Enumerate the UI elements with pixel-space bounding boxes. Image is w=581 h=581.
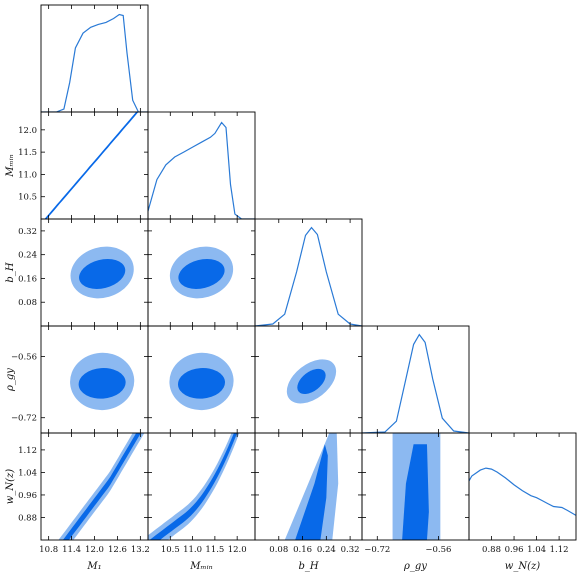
marginal-bH — [255, 226, 362, 326]
x-tick-label: 0.88 — [482, 545, 501, 555]
x-axis-label-wN: w_N(z) — [505, 561, 540, 572]
x-tick-label: 12.0 — [228, 545, 247, 555]
contour-inner-bH-wN — [295, 444, 328, 540]
y-tick-label: −0.56 — [11, 353, 37, 363]
y-tick-label: 0.88 — [18, 513, 37, 523]
x-tick-label: 10.8 — [39, 545, 58, 555]
x-tick-label: 0.32 — [341, 545, 360, 555]
y-tick-label: 1.12 — [18, 446, 37, 456]
x-tick-label: 0.16 — [293, 545, 312, 555]
x-tick-label: 0.08 — [269, 545, 288, 555]
contour-inner-M1-bH — [79, 259, 126, 289]
y-axis-label-rho: ρ_gy — [5, 368, 16, 392]
y-tick-label: 11.5 — [18, 148, 37, 158]
x-tick-label: 1.12 — [550, 545, 569, 555]
contour-inner-bH-rho — [297, 368, 326, 394]
x-axis-label-bH: b_H — [298, 561, 318, 572]
x-tick-label: −0.56 — [425, 545, 451, 555]
x-tick-label: 11.5 — [205, 545, 224, 555]
y-tick-label: 0.08 — [18, 298, 37, 308]
x-tick-label: 1.04 — [527, 545, 546, 555]
marginal-M1 — [41, 13, 148, 112]
y-tick-label: 12.0 — [18, 126, 37, 136]
x-tick-label: 0.24 — [317, 545, 336, 555]
y-tick-label: 11.0 — [18, 170, 37, 180]
y-axis-label-bH: b_H — [5, 262, 16, 282]
x-axis-label-Mmin: Mₘᵢₙ — [189, 561, 212, 572]
x-tick-label: 12.6 — [108, 545, 127, 555]
panel-frame — [468, 432, 577, 541]
marginal-wN — [469, 467, 576, 516]
x-axis-label-M1: M₁ — [86, 561, 101, 572]
y-tick-label: −0.72 — [11, 414, 37, 424]
x-tick-label: 13.2 — [131, 545, 150, 555]
contour-inner-M1-rho — [78, 367, 126, 399]
x-tick-label: 0.96 — [505, 545, 524, 555]
contour-M1-Mmin — [44, 112, 139, 219]
y-tick-label: 1.04 — [18, 468, 37, 478]
x-tick-label: 11.4 — [62, 545, 81, 555]
contour-inner-M1-wN — [62, 433, 141, 540]
y-tick-label: 0.24 — [18, 251, 37, 261]
marginal-Mmin — [148, 121, 255, 219]
y-tick-label: 10.5 — [18, 193, 37, 203]
contour-inner-Mmin-rho — [177, 367, 226, 399]
x-axis-label-rho: ρ_gy — [403, 561, 427, 572]
y-tick-label: 0.16 — [18, 274, 37, 284]
x-tick-label: −0.72 — [364, 545, 390, 555]
y-axis-label-Mmin: Mₘᵢₙ — [5, 154, 16, 177]
contour-inner-Mmin-bH — [178, 259, 225, 289]
marginal-rho — [362, 333, 469, 433]
x-tick-label: 11.0 — [183, 545, 202, 555]
panel-frame — [147, 111, 256, 220]
contour-inner-rho-wN — [402, 444, 429, 540]
panel-frame — [254, 218, 363, 327]
y-tick-label: 0.96 — [18, 491, 37, 501]
y-axis-label-wN: w_N(z) — [5, 469, 16, 504]
panel-frame — [40, 111, 149, 220]
x-tick-label: 12.0 — [85, 545, 104, 555]
y-tick-label: 0.32 — [18, 227, 37, 237]
panels — [40, 4, 577, 541]
x-tick-label: 10.5 — [161, 545, 180, 555]
